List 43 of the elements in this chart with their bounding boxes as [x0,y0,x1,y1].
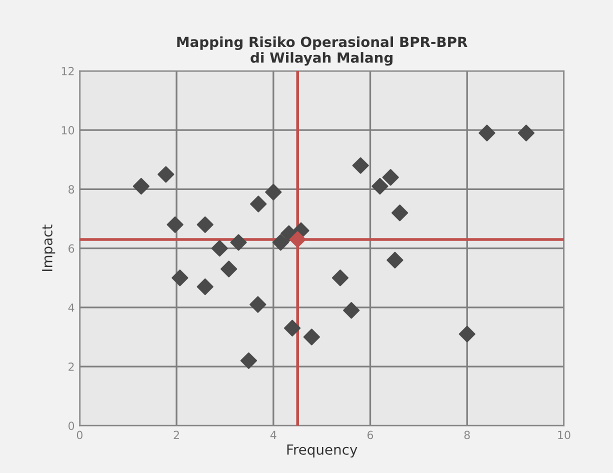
point [386,252,404,268]
point [458,326,476,342]
x-tick-label: 2 [174,430,179,440]
x-tick-label: 10 [558,430,570,440]
point [250,196,267,212]
y-tick-label: 10 [62,126,74,134]
point [196,216,214,233]
x-tick-label: 0 [76,430,82,440]
point [220,260,238,278]
point [230,234,247,251]
x-tick-label: 6 [367,430,374,440]
point [211,240,228,257]
point [343,302,360,319]
point [391,204,408,222]
y-axis-title: Impact [42,224,56,271]
point [372,178,388,195]
y-tick-label: 6 [68,244,74,253]
y-tick-label: 12 [62,66,74,76]
point [265,184,282,200]
y-tick-label: 8 [68,185,74,194]
y-tick-label: 0 [68,422,74,430]
point [158,166,174,183]
point [303,328,320,346]
point [352,157,369,174]
point [284,320,301,336]
point [240,352,257,369]
point [382,169,399,186]
chart-title: Mapping Risiko Operasional BPR-BPR di Wilayah Malang [177,36,468,66]
y-tick-label: 4 [68,304,74,312]
x-tick-label: 8 [464,430,470,440]
point [478,124,496,142]
x-axis-title: Frequency [287,444,358,458]
point [172,270,188,286]
point [332,270,349,286]
x-tick-label: 4 [270,430,276,440]
point [196,278,214,296]
point [518,124,534,142]
point [272,234,289,251]
point [132,178,150,195]
point [289,231,306,248]
point [166,216,184,233]
point [250,296,266,313]
y-tick-label: 2 [68,362,74,371]
